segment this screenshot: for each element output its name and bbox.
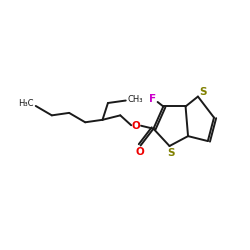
Text: F: F <box>149 94 156 104</box>
Text: H₃C: H₃C <box>18 99 34 108</box>
Text: S: S <box>200 86 207 97</box>
Text: CH₃: CH₃ <box>128 94 143 104</box>
Text: S: S <box>167 148 174 158</box>
Text: O: O <box>131 121 140 131</box>
Text: O: O <box>135 148 144 158</box>
